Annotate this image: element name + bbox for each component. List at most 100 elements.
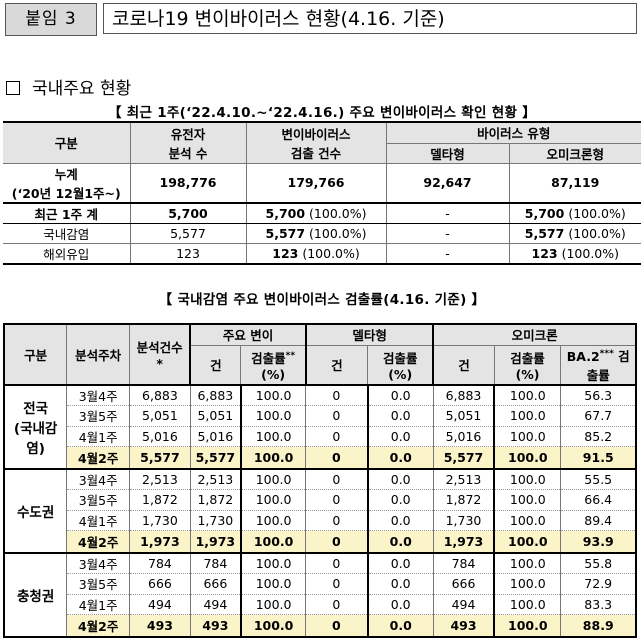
t2-body: 전국 (국내감 염) 3월4주 6,883 6,883 100.0 0 0.0 6,883 100.… [3, 383, 637, 638]
t1-header-gubun: 구분 [3, 121, 131, 164]
table-cell: 493 [432, 614, 495, 638]
table-cell: 100.0 [239, 573, 307, 595]
t1-cell-delta: - [385, 242, 510, 264]
t1-cell-delta: - [385, 222, 510, 244]
region-name: 전국 (국내감 염) [3, 383, 68, 470]
table-row: 4월2주 1,973 1,973 100.0 0 0.0 1,973 100.0 93.9 [4, 530, 637, 554]
table-cell: 3월5주 [66, 405, 131, 427]
table-cell: 55.5 [560, 467, 637, 490]
table-cell: 0 [305, 383, 369, 406]
t1-cell-omicron: 5,700 (100.0%) [508, 201, 642, 224]
table-cell: 494 [189, 593, 242, 615]
table-cell: 0 [305, 530, 369, 554]
t1-header-genome: 유전자 분석 수 [129, 121, 247, 164]
table-cell: 0.0 [366, 446, 434, 470]
table-cell: 91.5 [560, 446, 637, 470]
table-cell: 56.3 [560, 383, 637, 406]
table-cell: 5,577 [432, 446, 495, 470]
t1-cell-variant: 179,766 [245, 162, 387, 203]
table-cell: 4월2주 [66, 614, 131, 638]
page-title: 코로나19 변이바이러스 현황(4.16. 기준) [103, 3, 637, 34]
table-cell: 100.0 [239, 383, 307, 406]
table-cell: 4월1주 [66, 509, 131, 531]
t1-cell-omicron: 5,577 (100.0%) [508, 222, 642, 244]
t1-cell-label: 해외유입 [3, 242, 131, 264]
table-cell: 3월4주 [66, 383, 131, 406]
table-row: 3월5주 5,051 5,051 100.0 0 0.0 5,051 100.0 67.7 [4, 405, 637, 427]
table-cell: 55.8 [560, 551, 637, 574]
t2-header-delta: 델타형 [304, 323, 434, 346]
t2-header-major: 주요 변이 [189, 323, 307, 346]
table-cell: 1,973 [432, 530, 495, 554]
t1-cell-variant: 5,577 (100.0%) [245, 222, 387, 244]
table-cell: 4월2주 [66, 446, 131, 470]
table-cell: 494 [432, 593, 495, 615]
table-cell: 100.0 [493, 614, 562, 638]
table-row: 4월1주 5,016 5,016 100.0 0 0.0 5,016 100.0 85.2 [4, 425, 637, 447]
table-cell: 0.0 [366, 489, 434, 511]
t2-header-major-count: 건 [189, 344, 242, 385]
t2-header-week: 분석주차 [66, 323, 131, 385]
table-cell: 100.0 [239, 405, 307, 427]
table-cell: 5,016 [189, 425, 242, 447]
table-cell: 0 [305, 614, 369, 638]
table-cell: 0.0 [366, 614, 434, 638]
t1-cell-omicron: 123 (100.0%) [508, 242, 642, 264]
table-cell: 3월4주 [66, 467, 131, 490]
table-cell: 5,051 [129, 405, 191, 427]
table-cell: 1,973 [129, 530, 191, 554]
table-cell: 0.0 [366, 530, 434, 554]
table-cell: 100.0 [239, 530, 307, 554]
t1-cell-genome: 123 [129, 242, 247, 264]
table-cell: 1,872 [432, 489, 495, 511]
t1-row-recent-week: 최근 1주 계 5,700 5,700 (100.0%) - 5,700 (10… [3, 201, 642, 224]
table-row: 3월5주 666 666 100.0 0 0.0 666 100.0 72.9 [4, 573, 637, 595]
t2-header-major-rate: 검출률** (%) [240, 344, 307, 385]
table-cell: 100.0 [239, 509, 307, 531]
table-cell: 4월1주 [66, 425, 131, 447]
table-cell: 2,513 [189, 467, 242, 490]
table-cell: 100.0 [239, 425, 307, 447]
table-cell: 784 [189, 551, 242, 574]
table-cell: 100.0 [493, 509, 562, 531]
table-cell: 5,016 [129, 425, 191, 447]
table-cell: 100.0 [239, 489, 307, 511]
table-row: 4월1주 494 494 100.0 0 0.0 494 100.0 83.3 [4, 593, 637, 615]
t2-header-omicron: 오미크론 [432, 323, 637, 346]
t1-header-omicron: 오미크론형 [508, 142, 642, 164]
table-cell: 1,973 [189, 530, 242, 554]
t1-header-type: 바이러스 유형 [385, 121, 642, 144]
table-cell: 5,016 [432, 425, 495, 447]
attachment-badge: 붙임 3 [5, 3, 97, 36]
t2-header-gubun: 구분 [3, 323, 68, 385]
table-row: 4월1주 1,730 1,730 100.0 0 0.0 1,730 100.0 89.4 [4, 509, 637, 531]
table-cell: 0.0 [366, 509, 434, 531]
table-cell: 0 [305, 467, 369, 490]
t1-cell-variant: 123 (100.0%) [245, 242, 387, 264]
section-title: 국내주요 현황 [32, 79, 132, 99]
table-row: 3월5주 1,872 1,872 100.0 0 0.0 1,872 100.0 66.4 [4, 489, 637, 511]
region-name: 수도권 [3, 467, 68, 554]
table-cell: 494 [129, 593, 191, 615]
t1-cell-label: 최근 1주 계 [3, 201, 131, 224]
t1-cell-genome: 198,776 [129, 162, 247, 203]
t2-header-delta-rate: 검출률 (%) [367, 344, 434, 385]
table-cell: 100.0 [493, 446, 562, 470]
t1-cell-label: 국내감염 [3, 222, 131, 244]
table-cell: 72.9 [560, 573, 637, 595]
table-cell: 0.0 [366, 405, 434, 427]
table-cell: 100.0 [239, 593, 307, 615]
t2-header-omicron-rate: 검출률 (%) [493, 344, 562, 385]
table-row: 수도권 3월4주 2,513 2,513 100.0 0 0.0 2,513 100.0 55.5 [3, 467, 637, 554]
table-cell: 89.4 [560, 509, 637, 531]
table-cell: 100.0 [239, 614, 307, 638]
table-cell: 0 [305, 551, 369, 574]
section-heading: 국내주요 현황 [6, 74, 131, 99]
table-cell: 666 [432, 573, 495, 595]
t1-cell-delta: - [385, 201, 510, 224]
table-cell: 0 [305, 573, 369, 595]
table-cell: 666 [129, 573, 191, 595]
table-cell: 100.0 [239, 446, 307, 470]
table-cell: 1,730 [432, 509, 495, 531]
table-cell: 100.0 [493, 593, 562, 615]
